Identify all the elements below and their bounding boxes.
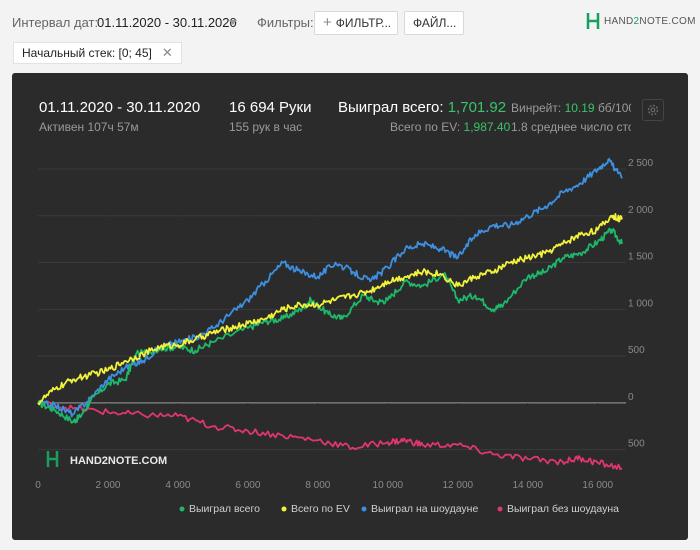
winrate-unit: бб/100 — [597, 101, 631, 115]
y-tick-label: 500 — [628, 345, 645, 356]
x-tick-label: 6 000 — [235, 480, 260, 491]
plus-icon: + — [323, 14, 332, 31]
winrate-value: 10.19 — [564, 101, 595, 115]
legend-label[interactable]: Выиграл всего — [189, 503, 260, 515]
hand2note-logo: HAND2NOTE.COM — [586, 12, 696, 30]
date-range-select[interactable]: 01.11.2020 - 30.11.2020 — [97, 15, 237, 30]
close-icon[interactable]: ✕ — [161, 45, 173, 60]
x-tick-label: 0 — [35, 480, 41, 491]
filter-button[interactable]: + ФИЛЬТР... — [314, 11, 398, 35]
series-line — [37, 212, 623, 406]
stack-filter-tag-label: Начальный стек: [0; 45] — [22, 46, 152, 60]
chart-grid — [37, 155, 626, 473]
file-button[interactable]: ФАЙЛ... — [404, 11, 464, 35]
legend-marker — [361, 506, 367, 512]
hands-per-hour: 155 рук в час — [229, 120, 303, 134]
chart-legend: Выиграл всего Всего по EV Выиграл на шоуда… — [179, 503, 619, 515]
logo-icon — [586, 13, 600, 29]
x-tick-label: 16 000 — [582, 480, 613, 491]
legend-label[interactable]: Выиграл без шоудауна — [507, 503, 619, 515]
avg-stack-text: 1.8 среднее число сто — [511, 120, 631, 134]
x-tick-label: 2 000 — [95, 480, 120, 491]
graph-panel: 01.11.2020 - 30.11.2020 Активен 107ч 57м… — [12, 73, 688, 540]
ev-total-stat: Всего по EV: 1,987.40 — [390, 120, 510, 134]
y-tick-label: 1 000 — [628, 298, 653, 309]
y-axis-ticks: 2 500 2 000 1 500 1 000 500 0 500 — [628, 158, 653, 450]
y-tick-label: 0 — [628, 392, 634, 403]
watermark-logo-icon — [46, 451, 59, 467]
date-interval-label: Интервал дат: — [12, 15, 99, 30]
x-axis-ticks: 0 2 000 4 000 6 000 8 000 10 000 12 000 14 000 1… — [35, 480, 613, 491]
period-text: 01.11.2020 - 30.11.2020 — [39, 99, 201, 116]
filters-label: Фильтры: — [257, 15, 314, 30]
settings-button[interactable] — [642, 99, 664, 121]
y-tick-label: 2 000 — [628, 205, 653, 216]
watermark-text: HAND2NOTE.COM — [70, 455, 167, 467]
winrate-stat: Винрейт: 10.19 бб/100 — [511, 101, 631, 115]
ev-total-label: Всего по EV: — [390, 120, 461, 134]
y-tick-label: 1 500 — [628, 252, 653, 263]
logo-text: HAND2NOTE.COM — [604, 15, 696, 27]
x-tick-label: 14 000 — [512, 480, 543, 491]
chart-series — [37, 157, 623, 471]
x-tick-label: 12 000 — [442, 480, 473, 491]
winrate-label: Винрейт: — [511, 101, 562, 115]
legend-marker — [179, 506, 185, 512]
gear-icon — [647, 104, 659, 116]
hands-count: 16 694 Руки — [229, 99, 312, 116]
top-bar: Интервал дат: 01.11.2020 - 30.11.2020 Фи… — [0, 0, 700, 40]
chart-watermark: HAND2NOTE.COM — [46, 451, 167, 467]
legend-marker — [497, 506, 503, 512]
x-tick-label: 10 000 — [373, 480, 404, 491]
series-line — [37, 157, 623, 418]
chevron-down-icon[interactable] — [229, 20, 237, 25]
y-tick-label: 2 500 — [628, 158, 653, 169]
legend-label[interactable]: Выиграл на шоудауне — [371, 503, 478, 515]
stack-filter-tag: Начальный стек: [0; 45] ✕ — [13, 42, 182, 64]
series-line — [37, 227, 623, 424]
x-tick-label: 8 000 — [305, 480, 330, 491]
won-total-stat: Выиграл всего: 1,701.92 — [338, 99, 506, 116]
legend-marker — [281, 506, 287, 512]
y-tick-label: 500 — [628, 439, 645, 450]
filter-button-label: ФИЛЬТР... — [335, 16, 392, 30]
legend-label[interactable]: Всего по EV — [291, 503, 350, 515]
series-line — [38, 400, 623, 471]
chart: HAND2NOTE.COM 2 500 2 000 1 500 1 000 500 0 50… — [35, 155, 653, 515]
x-tick-label: 4 000 — [165, 480, 190, 491]
won-total-label: Выиграл всего: — [338, 99, 444, 116]
ev-total-value: 1,987.40 — [463, 120, 511, 134]
file-button-label: ФАЙЛ... — [413, 16, 457, 30]
won-total-value: 1,701.92 — [447, 99, 507, 116]
active-time-text: Активен 107ч 57м — [39, 120, 139, 134]
